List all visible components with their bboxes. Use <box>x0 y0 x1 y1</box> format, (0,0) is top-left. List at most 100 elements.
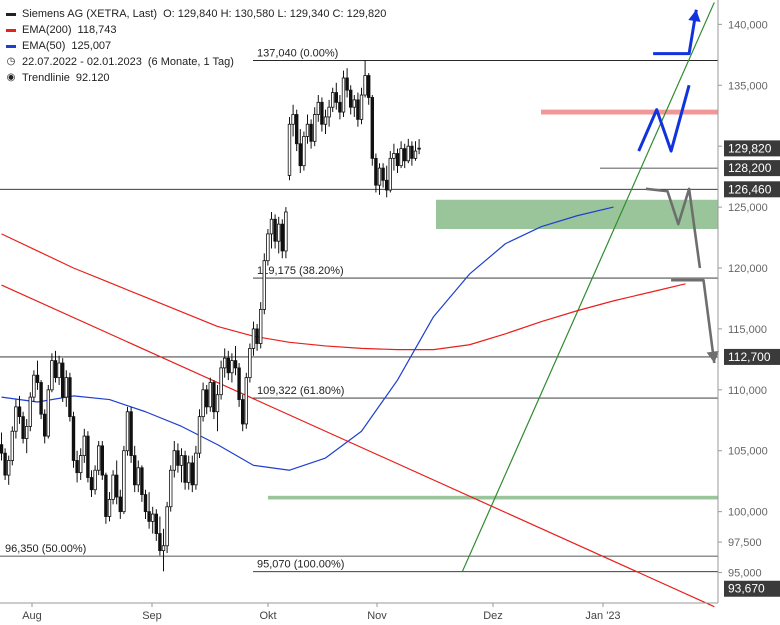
candle-body <box>75 460 79 474</box>
candle-body <box>327 106 331 118</box>
candle-body <box>93 469 97 491</box>
candle-body <box>222 357 227 369</box>
resistance-zone <box>541 109 718 115</box>
y-axis-tick-label: 120,000 <box>728 263 768 275</box>
candle-body <box>46 389 50 437</box>
candle-body <box>28 396 32 427</box>
ema50-swatch <box>6 44 16 48</box>
candle-body <box>111 474 115 500</box>
candle-body <box>190 462 194 486</box>
candle-body <box>14 406 18 432</box>
candle-body <box>212 382 216 413</box>
legend-interval: (6 Monate, 1 Tag) <box>147 56 234 68</box>
candle-body <box>345 77 349 91</box>
candle-body <box>125 411 130 452</box>
candle-body <box>359 94 364 120</box>
ema50-line <box>1 206 614 471</box>
fib-level-label: 119,175 (38.20%) <box>257 265 344 277</box>
y-axis-tick-label: 135,000 <box>728 80 768 92</box>
price-badge-label: 129,820 <box>728 141 772 155</box>
candle-body <box>280 223 284 252</box>
downtrend-line <box>1 284 715 608</box>
candle-body <box>197 416 202 454</box>
candle-body <box>251 328 256 349</box>
candle-body <box>53 360 58 379</box>
legend-title: Siemens AG (XETRA, Last) <box>22 8 158 20</box>
candle-body <box>366 75 371 98</box>
candle-body <box>255 328 259 344</box>
candle-body <box>302 136 306 167</box>
clock-icon: ◷ <box>6 56 16 67</box>
candle-body <box>143 494 148 513</box>
candle-body <box>0 444 4 454</box>
candle-body <box>305 123 310 137</box>
scenario-up-arrowhead <box>688 9 701 23</box>
candle-body <box>320 101 324 125</box>
candle-body <box>10 430 14 461</box>
candle-body <box>32 374 36 398</box>
legend-ohlc: O: 129,840 H: 130,580 L: 129,340 C: 129,… <box>163 8 387 20</box>
candle-body <box>68 377 72 418</box>
candle-body <box>276 223 281 242</box>
fib-level-label: 137,040 (0.00%) <box>257 47 338 59</box>
candle-body <box>341 77 346 113</box>
price-badge <box>724 140 780 157</box>
candle-body <box>71 416 76 461</box>
chart-legend: ▬ Siemens AG (XETRA, Last) O: 129,840 H:… <box>6 6 386 86</box>
candle-body <box>377 167 382 186</box>
target-icon: ◉ <box>6 72 16 83</box>
candle-body <box>338 101 342 113</box>
candle-body <box>147 511 151 522</box>
candle-body <box>179 455 184 466</box>
candle-body <box>374 157 378 186</box>
scenario-down-tail <box>671 278 716 364</box>
candle-body <box>284 211 288 252</box>
legend-period: 22.07.2022 - 02.01.2023 <box>22 56 142 68</box>
fib-level-label: 95,070 (100.00%) <box>257 559 344 571</box>
candle-body <box>165 506 169 547</box>
price-badge <box>724 580 780 597</box>
scenario-up-tail <box>653 9 698 56</box>
candle-body <box>64 377 68 398</box>
candle-body <box>388 157 392 191</box>
candle-body <box>186 462 191 483</box>
candle-body <box>266 233 270 262</box>
candle-body <box>208 382 212 408</box>
legend-ema200-label: EMA(200) <box>22 24 72 36</box>
price-badge-label: 93,670 <box>728 582 765 596</box>
candle-body <box>316 101 320 115</box>
candle-body <box>35 374 40 383</box>
legend-trend-row: ◉ Trendlinie 92.120 <box>6 70 386 86</box>
candle-body <box>61 362 65 398</box>
candle-body <box>219 367 223 396</box>
candle-body <box>107 499 112 517</box>
candle-body <box>417 147 421 150</box>
candle-body <box>24 425 29 439</box>
candle-body <box>226 357 230 374</box>
candle-body <box>413 150 418 159</box>
candle-body <box>269 218 274 235</box>
candle-body <box>194 452 198 486</box>
candle-body <box>82 435 86 457</box>
candle-body <box>172 450 176 471</box>
candle-body <box>352 99 356 108</box>
candle-body <box>79 455 83 474</box>
candle-body <box>395 153 400 167</box>
fib-level-label: 109,322 (61.80%) <box>257 385 344 397</box>
line-chart-icon: ▬ <box>6 8 16 19</box>
lower-support-zone <box>268 495 718 500</box>
y-axis-tick-label: 115,000 <box>728 324 767 336</box>
candle-body <box>50 360 54 391</box>
y-axis-tick-label: 97,500 <box>728 537 762 549</box>
scenario-up-path <box>637 84 691 153</box>
candle-body <box>237 367 241 400</box>
legend-trend-label: Trendlinie <box>22 72 70 84</box>
candle-body <box>140 467 144 495</box>
candle-body <box>363 75 367 96</box>
x-axis-tick-label: Jan '23 <box>585 610 620 622</box>
legend-ema50-label: EMA(50) <box>22 40 66 52</box>
candle-body <box>230 360 234 374</box>
candle-body <box>183 455 187 483</box>
x-axis-tick-label: Dez <box>483 610 503 622</box>
